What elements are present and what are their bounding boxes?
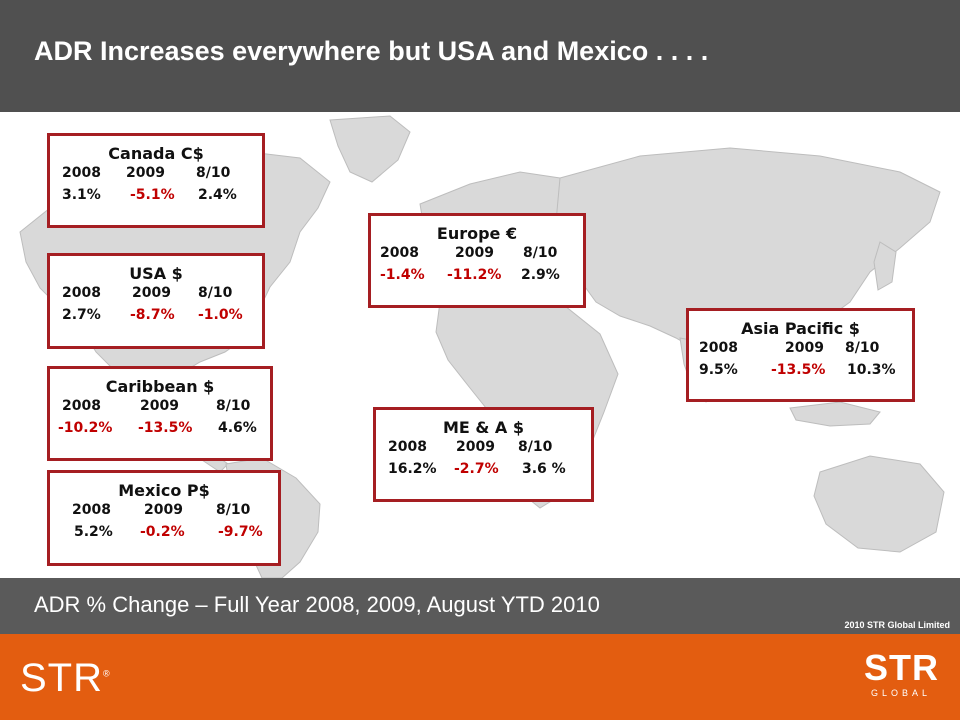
year-2008: 2008 [62,398,101,414]
footer-bar: STR® STR GLOBAL [0,634,960,720]
region-name: Caribbean $ [105,377,215,396]
canada-box: Canada C$ 2008 2009 8/10 3.1% -5.1% 2.4% [47,133,265,228]
value-2008: 2.7% [62,307,101,323]
value-2009: -13.5% [771,362,826,378]
years-row: 2008 2009 8/10 [50,163,262,185]
region-name: Canada C$ [108,144,204,163]
years-row: 2008 2009 8/10 [689,338,912,360]
year-ytd: 8/10 [198,285,233,301]
year-ytd: 8/10 [216,398,251,414]
str-global-logo-sub: GLOBAL [870,688,932,698]
years-row: 2008 2009 8/10 [376,437,591,459]
asia-pacific-box: Asia Pacific $ 2008 2009 8/10 9.5% -13.5… [686,308,915,402]
mexico-box: Mexico P$ 2008 2009 8/10 5.2% -0.2% -9.7… [47,470,281,566]
year-2008: 2008 [380,245,419,261]
value-2008: -10.2% [58,420,113,436]
year-2008: 2008 [72,502,111,518]
value-2009: -0.2% [140,524,185,540]
year-2009: 2009 [126,165,165,181]
value-2009: -5.1% [130,187,175,203]
usa-box: USA $ 2008 2009 8/10 2.7% -8.7% -1.0% [47,253,265,349]
region-name: Asia Pacific $ [741,319,860,338]
str-logo-left-text: STR [20,656,103,700]
year-2008: 2008 [699,340,738,356]
year-ytd: 8/10 [523,245,558,261]
region-name: ME & A $ [442,418,525,437]
years-row: 2008 2009 8/10 [50,500,278,522]
value-2009: -8.7% [130,307,175,323]
value-2008: 9.5% [699,362,738,378]
europe-box: Europe € 2008 2009 8/10 -1.4% -11.2% 2.9… [368,213,586,308]
region-name: Mexico P$ [118,481,210,500]
value-2008: -1.4% [380,267,425,283]
value-2008: 3.1% [62,187,101,203]
values-row: -1.4% -11.2% 2.9% [371,265,583,287]
region-name: Europe € [436,224,518,243]
year-2009: 2009 [144,502,183,518]
value-2009: -2.7% [454,461,499,477]
value-ytd: 4.6% [218,420,257,436]
values-row: -10.2% -13.5% 4.6% [50,418,270,440]
year-2008: 2008 [388,439,427,455]
value-ytd: 2.4% [198,187,237,203]
year-2009: 2009 [785,340,824,356]
year-2009: 2009 [456,439,495,455]
years-row: 2008 2009 8/10 [371,243,583,265]
values-row: 2.7% -8.7% -1.0% [50,305,262,327]
value-2009: -13.5% [138,420,193,436]
years-row: 2008 2009 8/10 [50,283,262,305]
caribbean-box: Caribbean $ 2008 2009 8/10 -10.2% -13.5%… [47,366,273,461]
value-ytd: -9.7% [218,524,263,540]
str-global-logo: STR GLOBAL [864,647,939,699]
year-ytd: 8/10 [518,439,553,455]
year-2009: 2009 [132,285,171,301]
value-ytd: 2.9% [521,267,560,283]
values-row: 3.1% -5.1% 2.4% [50,185,262,207]
values-row: 16.2% -2.7% 3.6 % [376,459,591,481]
slide-title: ADR Increases everywhere but USA and Mex… [34,36,709,66]
value-ytd: 10.3% [847,362,896,378]
caption-text: ADR % Change – Full Year 2008, 2009, Aug… [34,592,600,617]
caption-bar: ADR % Change – Full Year 2008, 2009, Aug… [0,578,960,634]
value-2008: 5.2% [74,524,113,540]
year-ytd: 8/10 [196,165,231,181]
values-row: 5.2% -0.2% -9.7% [50,522,278,544]
year-ytd: 8/10 [216,502,251,518]
values-row: 9.5% -13.5% 10.3% [689,360,912,382]
str-global-logo-main: STR [864,647,939,688]
copyright-text: 2010 STR Global Limited [844,620,950,630]
value-ytd: -1.0% [198,307,243,323]
year-2008: 2008 [62,165,101,181]
value-2009: -11.2% [447,267,502,283]
region-name: USA $ [129,264,183,283]
year-ytd: 8/10 [845,340,880,356]
mea-box: ME & A $ 2008 2009 8/10 16.2% -2.7% 3.6 … [373,407,594,502]
trademark-mark: ® [103,668,111,679]
year-2009: 2009 [455,245,494,261]
value-2008: 16.2% [388,461,437,477]
year-2008: 2008 [62,285,101,301]
value-ytd: 3.6 % [522,461,566,477]
year-2009: 2009 [140,398,179,414]
years-row: 2008 2009 8/10 [50,396,270,418]
title-bar: ADR Increases everywhere but USA and Mex… [0,0,960,112]
str-logo-left: STR® [20,656,111,701]
